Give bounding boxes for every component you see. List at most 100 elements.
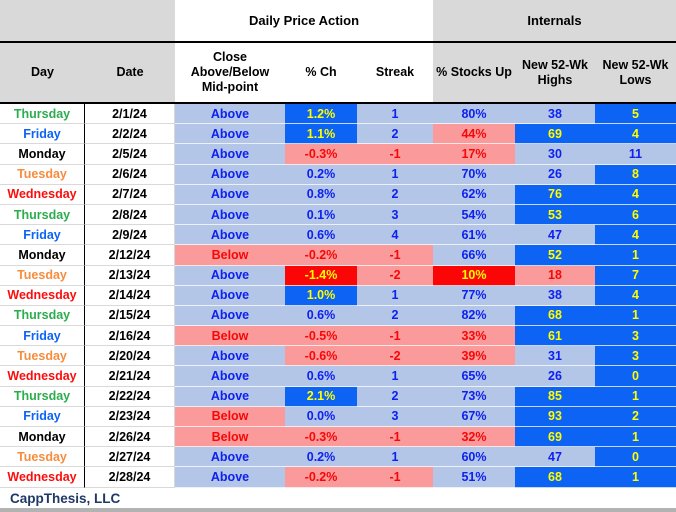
lows-cell: 2 xyxy=(595,406,676,427)
stocks-up-cell: 32% xyxy=(433,427,515,448)
streak-cell: 3 xyxy=(357,204,433,226)
date-cell: 2/15/24 xyxy=(85,305,175,327)
streak-cell: 1 xyxy=(357,447,433,468)
date-cell: 2/27/24 xyxy=(85,447,175,468)
close-cell: Above xyxy=(175,386,285,407)
stocks-up-cell: 82% xyxy=(433,305,515,327)
date-cell: 2/12/24 xyxy=(85,245,175,266)
lows-cell: 8 xyxy=(595,164,676,185)
group-header-row: Daily Price Action Internals xyxy=(0,0,676,43)
date-cell: 2/1/24 xyxy=(85,104,175,125)
lows-cell: 11 xyxy=(595,144,676,165)
streak-cell: 3 xyxy=(357,406,433,427)
pct-ch-cell: 0.8% xyxy=(285,184,357,205)
stocks-up-cell: 51% xyxy=(433,467,515,488)
day-cell: Monday xyxy=(0,427,85,448)
column-header-close: Close Above/Below Mid-point xyxy=(175,43,285,102)
pct-ch-cell: 1.0% xyxy=(285,285,357,306)
table-row: Friday 2/2/24 Above 1.1% 2 44% 69 4 xyxy=(0,124,676,145)
column-header-row: Day Date Close Above/Below Mid-point % C… xyxy=(0,43,676,104)
stocks-up-cell: 44% xyxy=(433,124,515,145)
highs-cell: 30 xyxy=(515,144,595,165)
table-row: Wednesday 2/7/24 Above 0.8% 2 62% 76 4 xyxy=(0,184,676,205)
day-cell: Thursday xyxy=(0,204,85,226)
highs-cell: 52 xyxy=(515,245,595,266)
pct-ch-cell: 0.2% xyxy=(285,447,357,468)
pct-ch-cell: -0.3% xyxy=(285,427,357,448)
table-row: Tuesday 2/13/24 Above -1.4% -2 10% 18 7 xyxy=(0,265,676,286)
stocks-up-cell: 67% xyxy=(433,406,515,427)
close-cell: Below xyxy=(175,427,285,448)
pct-ch-cell: 1.1% xyxy=(285,124,357,145)
lows-cell: 1 xyxy=(595,305,676,327)
close-cell: Above xyxy=(175,184,285,205)
stocks-up-cell: 60% xyxy=(433,447,515,468)
footer: CappThesis, LLC xyxy=(0,488,676,509)
day-cell: Friday xyxy=(0,406,85,427)
highs-cell: 38 xyxy=(515,104,595,125)
column-header-highs: New 52-Wk Highs xyxy=(515,43,595,102)
column-header-streak: Streak xyxy=(357,43,433,102)
stocks-up-cell: 65% xyxy=(433,366,515,387)
bottom-edge-bar xyxy=(0,508,676,512)
streak-cell: 2 xyxy=(357,305,433,327)
date-cell: 2/9/24 xyxy=(85,225,175,246)
stocks-up-cell: 10% xyxy=(433,265,515,286)
lows-cell: 1 xyxy=(595,467,676,488)
date-cell: 2/5/24 xyxy=(85,144,175,165)
lows-cell: 4 xyxy=(595,225,676,246)
pct-ch-cell: -0.5% xyxy=(285,326,357,347)
close-cell: Above xyxy=(175,366,285,387)
close-cell: Above xyxy=(175,124,285,145)
close-cell: Below xyxy=(175,406,285,427)
lows-cell: 1 xyxy=(595,386,676,407)
close-cell: Below xyxy=(175,245,285,266)
company-name: CappThesis, LLC xyxy=(10,490,121,506)
date-cell: 2/26/24 xyxy=(85,427,175,448)
day-cell: Wednesday xyxy=(0,366,85,387)
table-row: Friday 2/16/24 Below -0.5% -1 33% 61 3 xyxy=(0,326,676,347)
pct-ch-cell: 1.2% xyxy=(285,104,357,125)
streak-cell: 2 xyxy=(357,124,433,145)
pct-ch-cell: -0.2% xyxy=(285,245,357,266)
column-header-lows: New 52-Wk Lows xyxy=(595,43,676,102)
streak-cell: 4 xyxy=(357,225,433,246)
stocks-up-cell: 62% xyxy=(433,184,515,205)
streak-cell: -1 xyxy=(357,144,433,165)
pct-ch-cell: -0.2% xyxy=(285,467,357,488)
date-cell: 2/14/24 xyxy=(85,285,175,306)
close-cell: Above xyxy=(175,305,285,327)
lows-cell: 4 xyxy=(595,124,676,145)
pct-ch-cell: -0.3% xyxy=(285,144,357,165)
day-cell: Tuesday xyxy=(0,164,85,185)
close-cell: Above xyxy=(175,447,285,468)
streak-cell: -1 xyxy=(357,427,433,448)
lows-cell: 4 xyxy=(595,285,676,306)
lows-cell: 4 xyxy=(595,184,676,205)
day-cell: Thursday xyxy=(0,386,85,407)
date-cell: 2/20/24 xyxy=(85,346,175,367)
streak-cell: -2 xyxy=(357,346,433,367)
lows-cell: 1 xyxy=(595,427,676,448)
stocks-up-cell: 33% xyxy=(433,326,515,347)
pct-ch-cell: 0.6% xyxy=(285,366,357,387)
highs-cell: 53 xyxy=(515,204,595,226)
close-cell: Above xyxy=(175,265,285,286)
highs-cell: 18 xyxy=(515,265,595,286)
day-cell: Monday xyxy=(0,245,85,266)
highs-cell: 76 xyxy=(515,184,595,205)
streak-cell: 1 xyxy=(357,285,433,306)
day-cell: Tuesday xyxy=(0,346,85,367)
day-cell: Tuesday xyxy=(0,265,85,286)
pct-ch-cell: 0.1% xyxy=(285,204,357,226)
highs-cell: 47 xyxy=(515,225,595,246)
close-cell: Above xyxy=(175,225,285,246)
highs-cell: 26 xyxy=(515,164,595,185)
date-cell: 2/28/24 xyxy=(85,467,175,488)
streak-cell: -1 xyxy=(357,245,433,266)
column-header-day: Day xyxy=(0,43,85,102)
table-row: Friday 2/9/24 Above 0.6% 4 61% 47 4 xyxy=(0,225,676,246)
lows-cell: 7 xyxy=(595,265,676,286)
stocks-up-cell: 17% xyxy=(433,144,515,165)
close-cell: Below xyxy=(175,326,285,347)
